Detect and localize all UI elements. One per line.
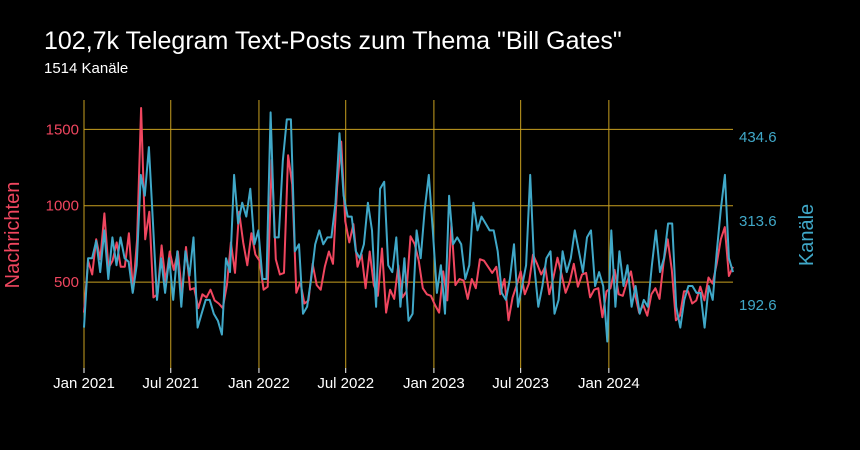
chart-subtitle: 1514 Kanäle: [44, 60, 129, 77]
x-tick-label: Jul 2023: [492, 375, 549, 392]
y-left-tick-label: 500: [54, 274, 79, 291]
y-left-tick-label: 1500: [46, 121, 79, 138]
x-tick-label: Jul 2022: [317, 375, 374, 392]
y-right-tick-label: 313.6: [739, 213, 777, 230]
y-left-tick-label: 1000: [46, 198, 79, 215]
vertical-gridlines: [83, 100, 610, 368]
x-axis-ticks: Jan 2021 Jul 2021 Jan 2022 Jul 2022 Jan 2023…: [53, 368, 640, 392]
y-right-tick-label: 434.6: [739, 129, 777, 146]
x-tick-label: Jan 2021: [53, 375, 115, 392]
y-axis-label-left: Nachrichten: [2, 182, 24, 289]
series-line-nachrichten: [83, 107, 734, 322]
x-tick-label: Jul 2021: [142, 375, 199, 392]
x-tick-label: Jan 2022: [228, 375, 290, 392]
chart-title: 102,7k Telegram Text-Posts zum Thema "Bi…: [44, 27, 622, 55]
x-tick-label: Jan 2024: [578, 375, 640, 392]
right-y-axis-ticks: 192.6 313.6 434.6: [739, 129, 777, 314]
x-tick-label: Jan 2023: [403, 375, 465, 392]
y-axis-label-right: Kanäle: [796, 204, 818, 266]
y-right-tick-label: 192.6: [739, 297, 777, 314]
left-y-axis-ticks: 500 1000 1500: [46, 121, 79, 291]
series-line-kanaele: [83, 111, 734, 343]
series-lines: [83, 107, 734, 343]
